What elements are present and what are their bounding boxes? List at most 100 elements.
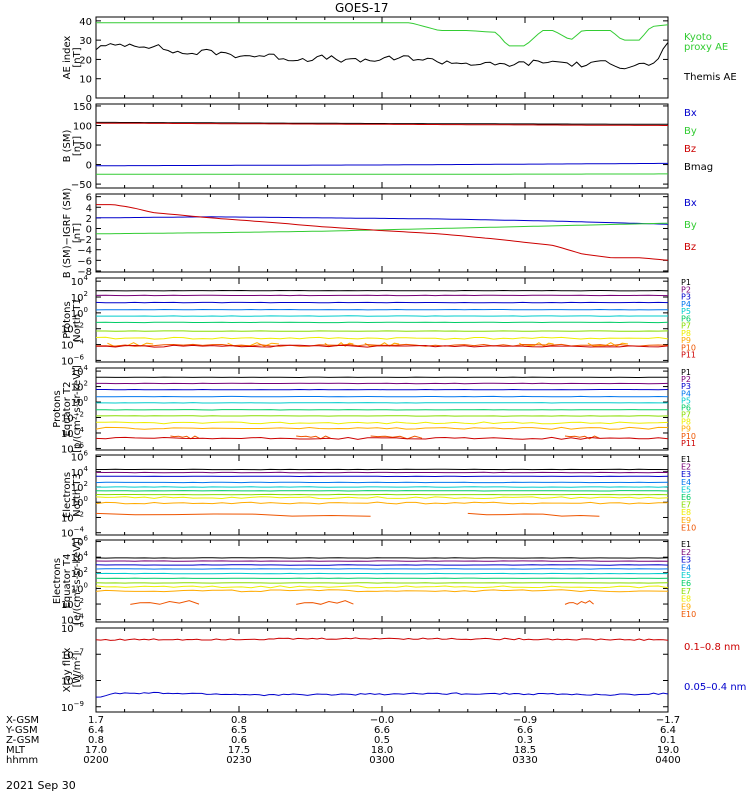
- ephemeris-value: 0.5: [374, 735, 390, 746]
- series-line-ae: [96, 22, 669, 47]
- channel-label-P10: P10: [681, 343, 696, 352]
- y-axis-label-peq: Protons: [52, 390, 63, 427]
- y-axis-label-enorth: North T3: [72, 473, 83, 517]
- channel-label-E6: E6: [681, 493, 691, 502]
- y-axis-label-bsm: B (SM): [62, 129, 73, 162]
- channel-label-P10: P10: [681, 432, 696, 441]
- ephemeris-value: 0.8: [88, 735, 104, 746]
- y-axis-label-ae: [nT]: [72, 47, 83, 67]
- legend-entry-xray: 0.05–0.4 nm: [684, 682, 746, 693]
- channel-label-P2: P2: [681, 285, 691, 294]
- channel-label-E7: E7: [681, 587, 691, 596]
- channel-line-E10: [130, 600, 200, 605]
- y-tick-label-bdiff: −8: [77, 267, 92, 278]
- ephemeris-value: −0.9: [513, 715, 537, 726]
- channel-line-E8: [95, 585, 669, 589]
- channel-label-P3: P3: [681, 382, 691, 391]
- y-axis-label-peq: [p/(cm²-s-sr-keV)]: [72, 365, 83, 453]
- ephemeris-value: 0.3: [517, 735, 533, 746]
- ephemeris-value: 0.1: [660, 735, 676, 746]
- ephemeris-value: 0230: [226, 755, 251, 766]
- ephemeris-value: 0.6: [231, 735, 247, 746]
- y-axis-label-bdiff: [nT]: [72, 223, 83, 243]
- y-tick-label-ae: 0: [86, 94, 92, 105]
- ephemeris-value: 19.0: [657, 745, 679, 756]
- y-axis-label-eeq: Equator T4: [62, 554, 73, 609]
- ephemeris-value: 6.4: [88, 725, 104, 736]
- panel-frame-eeq: [95, 539, 669, 623]
- channel-line-P8: [95, 421, 669, 425]
- chart-title: GOES-17: [335, 1, 389, 15]
- channel-label-P2: P2: [681, 375, 691, 384]
- legend-entry-bsm: Bx: [684, 108, 697, 119]
- series-line-xray: [95, 637, 669, 641]
- channel-line-P10: [370, 435, 423, 440]
- channel-label-P5: P5: [681, 307, 691, 316]
- channel-label-E3: E3: [681, 556, 691, 565]
- y-tick-label-xray: 10−6: [61, 621, 85, 635]
- channel-label-P6: P6: [681, 403, 691, 412]
- legend-entry-bdiff: Bz: [684, 242, 696, 253]
- channel-line-P10: [170, 435, 200, 440]
- y-axis-label-bsm: [nT]: [72, 136, 83, 156]
- channel-line-E10: [564, 600, 594, 605]
- channel-line-E9: [95, 589, 669, 593]
- channel-line-E8: [95, 496, 669, 500]
- channel-label-P4: P4: [681, 389, 691, 398]
- ephemeris-label: X-GSM: [6, 715, 39, 726]
- ephemeris-value: 6.6: [374, 725, 390, 736]
- channel-line-P11: [95, 436, 669, 440]
- y-tick-label-bdiff: −4: [77, 246, 92, 257]
- channel-label-E2: E2: [681, 548, 691, 557]
- legend-entry-bdiff: By: [684, 220, 697, 231]
- channel-label-E7: E7: [681, 501, 691, 510]
- y-tick-label-bsm: 0: [86, 161, 92, 172]
- panel-frame-xray: [95, 627, 669, 713]
- channel-label-E1: E1: [681, 540, 691, 549]
- channel-label-P8: P8: [681, 329, 691, 338]
- channel-line-E10: [95, 512, 371, 517]
- ephemeris-value: 1.7: [88, 715, 104, 726]
- y-tick-label-bdiff: 4: [86, 203, 92, 214]
- channel-label-P9: P9: [681, 425, 691, 434]
- ephemeris-value: 6.5: [231, 725, 247, 736]
- channel-label-P4: P4: [681, 300, 691, 309]
- channel-line-P9: [587, 342, 629, 347]
- series-line-bsm: [95, 122, 668, 126]
- legend-entry-ae: Kyoto: [684, 32, 712, 43]
- legend-entry-ae: Themis AE: [683, 72, 737, 83]
- channel-label-P7: P7: [681, 322, 691, 331]
- y-axis-label-pnorth: North T1: [72, 298, 83, 342]
- series-line-bdiff: [96, 204, 669, 261]
- y-tick-label-bdiff: 6: [86, 193, 92, 204]
- ephemeris-value: 17.0: [85, 745, 107, 756]
- channel-line-P9: [364, 342, 400, 347]
- y-tick-label-ae: 20: [79, 55, 92, 66]
- ephemeris-value: 0300: [369, 755, 394, 766]
- y-tick-label-bsm: 150: [73, 102, 92, 113]
- ephemeris-value: 6.4: [660, 725, 676, 736]
- channel-label-E4: E4: [681, 563, 691, 572]
- ephemeris-value: 0400: [655, 755, 680, 766]
- channel-line-P10: [296, 435, 331, 440]
- y-tick-label-enorth: 106: [71, 450, 89, 464]
- ephemeris-value: 0200: [83, 755, 108, 766]
- y-axis-label-bdiff: B (SM)−IGRF (SM): [62, 188, 73, 279]
- y-tick-label-ae: 40: [79, 17, 92, 28]
- channel-line-E10: [467, 512, 600, 517]
- panel-frame-ae: [95, 16, 669, 99]
- series-line-xray: [95, 691, 669, 698]
- series-line-bsm: [96, 162, 668, 167]
- legend-entry-bsm: Bmag: [684, 162, 713, 173]
- channel-label-P1: P1: [681, 278, 691, 287]
- channel-label-P6: P6: [681, 314, 691, 323]
- y-axis-label-ae: AE index: [62, 36, 73, 80]
- channel-label-E9: E9: [681, 516, 691, 525]
- y-tick-label-bdiff: −2: [77, 235, 92, 246]
- y-axis-label-xray: [W/m²]: [72, 652, 83, 687]
- channel-label-E8: E8: [681, 508, 691, 517]
- y-axis-label-eeq: Electrons: [52, 558, 63, 604]
- y-tick-label-bsm: −50: [71, 180, 92, 191]
- ephemeris-value: 17.5: [228, 745, 250, 756]
- y-tick-label-xray: 10−9: [61, 700, 84, 714]
